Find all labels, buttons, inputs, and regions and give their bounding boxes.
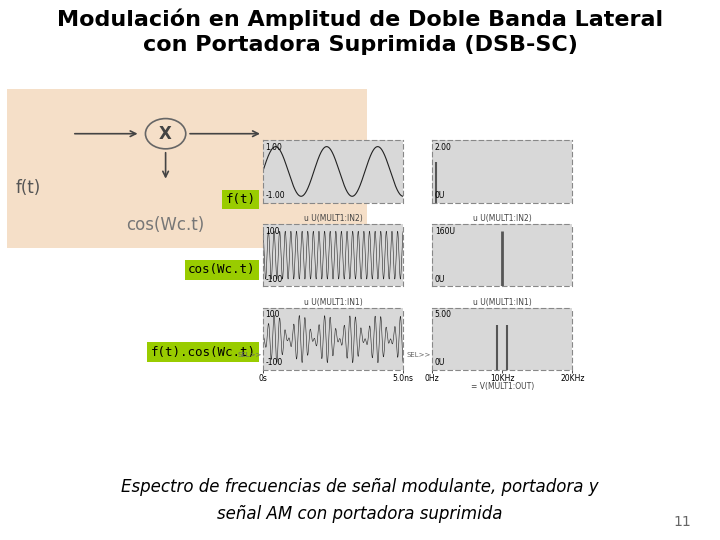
Text: 160U: 160U (435, 227, 455, 235)
Text: f(t).cos(Wc.t): f(t).cos(Wc.t) (150, 346, 256, 359)
Text: 0U: 0U (435, 191, 445, 200)
Text: 0U: 0U (435, 359, 445, 367)
Text: -100: -100 (266, 275, 283, 284)
Text: f(t): f(t) (225, 193, 256, 206)
Text: con Portadora Suprimida (DSB-SC): con Portadora Suprimida (DSB-SC) (143, 35, 577, 55)
Text: 1.00: 1.00 (266, 143, 282, 152)
Text: 2.00: 2.00 (435, 143, 451, 152)
Text: f(t).cos(Wc.t): f(t).cos(Wc.t) (266, 180, 366, 195)
Text: = V(MULT1:OUT): = V(MULT1:OUT) (471, 382, 534, 390)
FancyBboxPatch shape (7, 89, 367, 248)
Text: 100: 100 (266, 227, 280, 235)
Text: Espectro de frecuencias de señal modulante, portadora y: Espectro de frecuencias de señal modulan… (121, 478, 599, 496)
Text: 11: 11 (673, 515, 691, 529)
Text: cos(Wc.t): cos(Wc.t) (188, 264, 256, 276)
Text: 100: 100 (266, 310, 280, 319)
Text: X: X (159, 125, 172, 143)
Text: SEL>>: SEL>> (238, 353, 262, 359)
Text: u U(MULT1:IN1): u U(MULT1:IN1) (304, 298, 362, 307)
Text: -100: -100 (266, 359, 283, 367)
Text: 5.00: 5.00 (435, 310, 452, 319)
Text: -1.00: -1.00 (266, 191, 285, 200)
Text: SEL>>: SEL>> (407, 353, 431, 359)
Text: 0U: 0U (435, 275, 445, 284)
Text: u U(MULT1:IN2): u U(MULT1:IN2) (473, 214, 531, 223)
Text: u U(MULT1:IN1): u U(MULT1:IN1) (473, 298, 531, 307)
Text: u U(MULT1:IN2): u U(MULT1:IN2) (304, 214, 362, 223)
Text: f(t): f(t) (16, 179, 41, 197)
Text: cos(Wc.t): cos(Wc.t) (127, 215, 204, 233)
Text: Modulación en Amplitud de Doble Banda Lateral: Modulación en Amplitud de Doble Banda La… (57, 8, 663, 30)
Text: señal AM con portadora suprimida: señal AM con portadora suprimida (217, 505, 503, 523)
Circle shape (145, 119, 186, 149)
